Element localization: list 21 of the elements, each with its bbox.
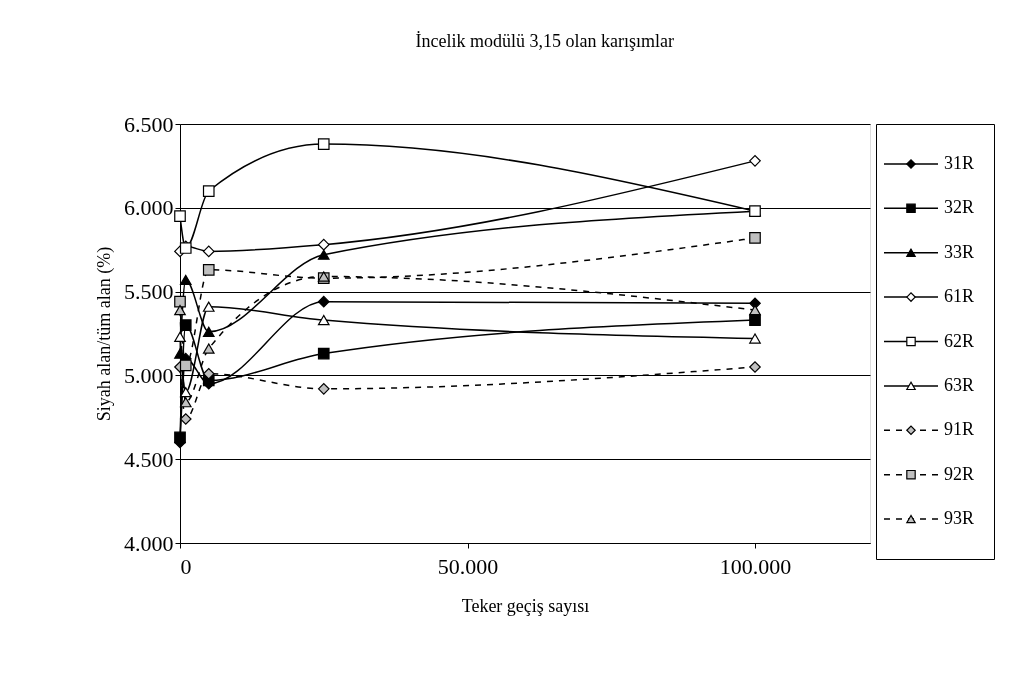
x-tick-label: 50.000	[437, 553, 499, 579]
y-tick-label: 6.500	[124, 111, 174, 137]
y-tick-label: 5.000	[124, 362, 174, 388]
legend-label: 91R	[944, 419, 975, 440]
legend-label: 63R	[944, 374, 975, 395]
legend-label: 93R	[944, 508, 975, 529]
legend-label: 62R	[944, 330, 975, 351]
legend-label: 61R	[944, 286, 975, 307]
y-tick-label: 4.000	[124, 530, 174, 556]
x-tick-label: 0	[180, 553, 192, 579]
y-tick-label: 6.000	[124, 195, 174, 221]
legend-label: 33R	[944, 241, 975, 262]
y-tick-label: 5.500	[124, 279, 174, 305]
y-axis-title: Siyah alan/tüm alan (%)	[94, 246, 115, 422]
legend-label: 31R	[944, 152, 975, 173]
x-axis-title: Teker geçiş sayısı	[461, 595, 590, 616]
chart-title: İncelik modülü 3,15 olan karışımlar	[415, 30, 674, 51]
x-tick-label: 100.000	[719, 553, 792, 579]
legend-label: 32R	[944, 197, 975, 218]
y-tick-label: 4.500	[124, 446, 174, 472]
legend-label: 92R	[944, 463, 975, 484]
